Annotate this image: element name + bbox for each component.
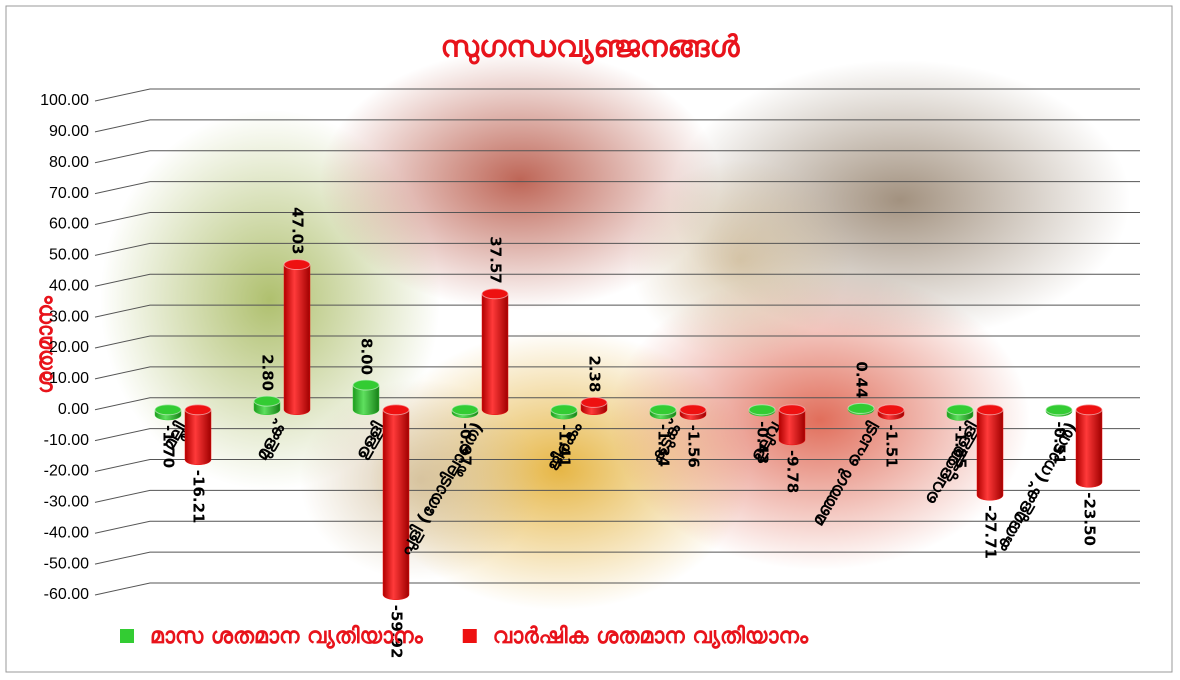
y-tick-label: 20.00 xyxy=(49,339,89,356)
y-tick-label: 40.00 xyxy=(49,277,89,294)
data-label: -23.50 xyxy=(1081,492,1099,546)
y-tick-label: 50.00 xyxy=(49,247,89,264)
y-tick-label: 100.00 xyxy=(40,92,89,109)
y-tick-label: -10.00 xyxy=(44,432,89,449)
bar-cap xyxy=(284,260,310,270)
data-label: 2.38 xyxy=(586,355,604,392)
y-tick-label: -20.00 xyxy=(44,463,89,480)
legend-swatch xyxy=(463,629,477,643)
bar-cap xyxy=(185,405,211,415)
y-tick-label: -40.00 xyxy=(44,524,89,541)
data-label: -1.41 xyxy=(556,424,574,467)
y-tick-label: -60.00 xyxy=(44,586,89,603)
data-label: 8.00 xyxy=(358,338,376,375)
bar-cap xyxy=(551,405,577,415)
legend-label: വാർഷിക ശതമാന വ്യതിയാനം xyxy=(493,624,809,650)
bar-cap xyxy=(155,405,181,415)
data-label: 0.44 xyxy=(853,361,871,398)
y-tick-label: -50.00 xyxy=(44,555,89,572)
y-tick-label: 90.00 xyxy=(49,123,89,140)
chart-title: സുഗന്ധവ്യഞ്ജനങ്ങൾ xyxy=(441,30,741,66)
y-tick-label: 30.00 xyxy=(49,308,89,325)
bar xyxy=(383,405,409,600)
bar xyxy=(284,260,310,415)
bar-cap xyxy=(482,289,508,299)
legend-swatch xyxy=(120,629,134,643)
bar-cap xyxy=(452,405,478,415)
data-label: 47.03 xyxy=(289,207,307,254)
bar-cap xyxy=(353,380,379,390)
bar-cap xyxy=(779,405,805,415)
data-label: -0.51 xyxy=(1051,421,1069,464)
data-label: 2.80 xyxy=(259,354,277,391)
bar-cap xyxy=(1076,405,1102,415)
legend-label: മാസ ശതമാന വ്യതിയാനം xyxy=(150,624,424,650)
y-tick-label: 0.00 xyxy=(58,401,89,418)
bar-cap xyxy=(254,396,280,406)
bar-cap xyxy=(1046,405,1072,415)
data-label: -1.56 xyxy=(685,425,703,468)
y-tick-label: 60.00 xyxy=(49,216,89,233)
y-tick-label: -30.00 xyxy=(44,494,89,511)
bar xyxy=(482,289,508,415)
y-tick-label: 70.00 xyxy=(49,185,89,202)
y-tick-label: 10.00 xyxy=(49,370,89,387)
bar-cap xyxy=(383,405,409,415)
bar-cap xyxy=(947,405,973,415)
data-label: -0.43 xyxy=(754,421,772,464)
bar-cap xyxy=(749,405,775,415)
bar-cap xyxy=(581,397,607,407)
bar-cap xyxy=(650,405,676,415)
bar-cap xyxy=(878,405,904,415)
data-label: -1.34 xyxy=(655,424,673,467)
bar-cap xyxy=(977,405,1003,415)
bar xyxy=(977,405,1003,501)
data-label: -0.97 xyxy=(457,423,475,466)
data-label: -1.85 xyxy=(952,425,970,468)
data-label: -1.70 xyxy=(160,425,178,468)
data-label: -9.78 xyxy=(784,450,802,493)
data-label: 37.57 xyxy=(487,236,505,283)
data-label: -16.21 xyxy=(190,470,208,524)
y-tick-label: 80.00 xyxy=(49,154,89,171)
chart: സുഗന്ധവ്യഞ്ജനങ്ങൾ ശതമാനം -60.00-50.00-40… xyxy=(0,0,1180,680)
data-label: -1.51 xyxy=(883,424,901,467)
data-label: -27.71 xyxy=(982,505,1000,559)
bar xyxy=(1076,405,1102,488)
bar-cap xyxy=(680,405,706,415)
bar-cap xyxy=(848,403,874,413)
